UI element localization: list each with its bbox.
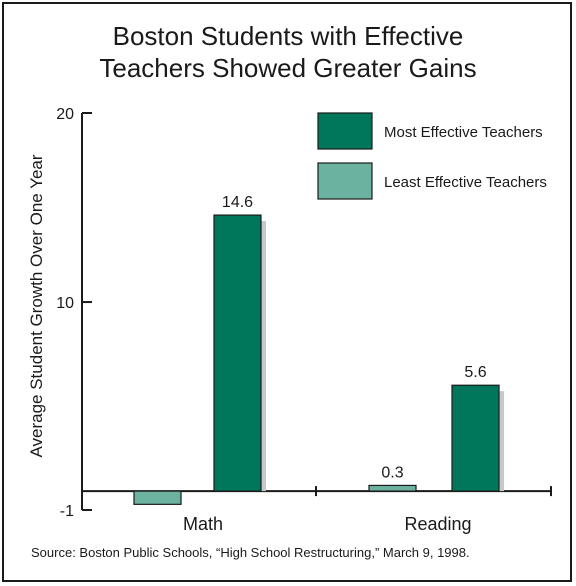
y-axis-label: Average Student Growth Over One Year (27, 154, 46, 457)
bar (368, 484, 417, 492)
bar (133, 490, 182, 505)
legend-swatch (317, 162, 373, 200)
data-label: 14.6 (222, 194, 253, 211)
source-note: Source: Boston Public Schools, “High Sch… (31, 545, 470, 560)
chart-title-line-1: Boston Students with Effective (112, 21, 464, 51)
bar-shadow (261, 221, 266, 492)
y-tick-label: 20 (56, 106, 74, 123)
data-label: 0.3 (381, 464, 403, 481)
legend: Most Effective Teachers Least Effective T… (317, 112, 547, 200)
bar-shadow (499, 391, 504, 492)
bars (133, 214, 504, 505)
bar (451, 384, 500, 492)
chart-title: Boston Students with Effective Teachers … (0, 20, 576, 84)
data-labels: 0.3 14.6 5.6 (222, 194, 487, 481)
legend-label: Least Effective Teachers (384, 174, 547, 191)
x-category-label: Reading (404, 514, 471, 534)
chart-title-line-2: Teachers Showed Greater Gains (99, 53, 477, 83)
data-label: 5.6 (464, 364, 486, 381)
y-tick-label: 10 (56, 295, 74, 312)
legend-swatch (317, 112, 373, 150)
bar (213, 214, 262, 492)
y-tick-label: -1 (60, 503, 74, 520)
x-category-label: Math (183, 514, 223, 534)
legend-label: Most Effective Teachers (384, 124, 543, 141)
